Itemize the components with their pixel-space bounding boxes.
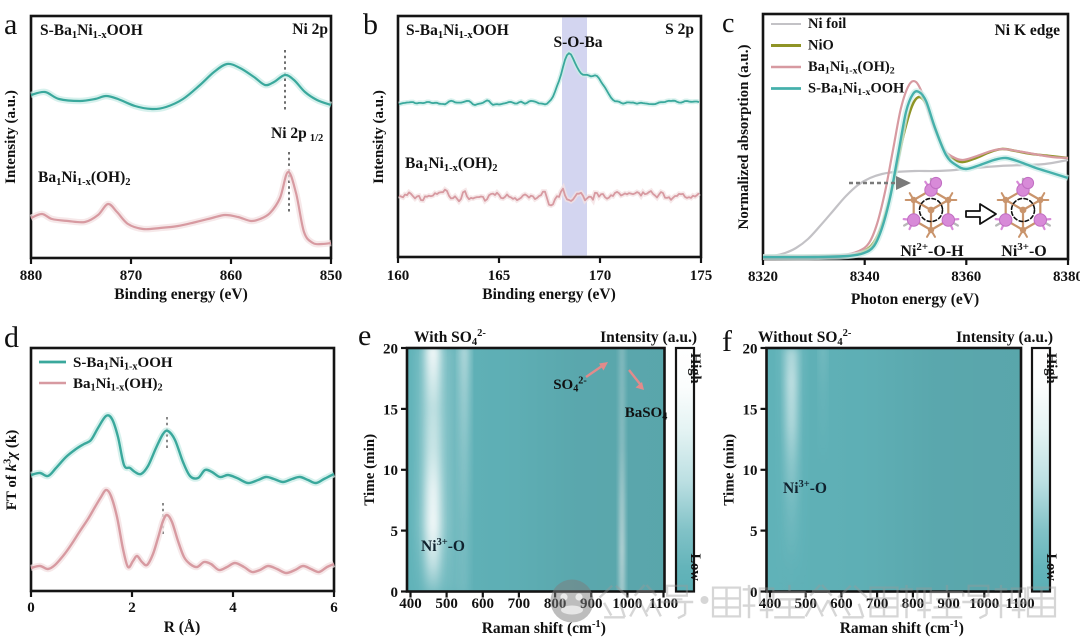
svg-text:Low: Low	[687, 554, 703, 582]
svg-text:175: 175	[690, 268, 713, 284]
svg-text:170: 170	[589, 268, 612, 284]
svg-text:1100: 1100	[1005, 596, 1034, 612]
svg-text:700: 700	[866, 596, 889, 612]
svg-text:S 2p: S 2p	[665, 21, 694, 38]
svg-text:Ni3+​-O: Ni3+​-O	[421, 537, 465, 555]
svg-text:600: 600	[830, 596, 853, 612]
svg-text:Intensity (a.u.): Intensity (a.u.)	[3, 90, 19, 184]
svg-text:With SO4​2-​: With SO4​2-​	[414, 328, 486, 348]
svg-text:S-Ba1​Ni1-x​OOH: S-Ba1​Ni1-x​OOH	[808, 81, 905, 99]
svg-text:NiO: NiO	[808, 38, 834, 54]
svg-text:2: 2	[128, 600, 136, 616]
svg-text:Ni foil: Ni foil	[808, 16, 846, 32]
svg-text:Without SO4​2-​: Without SO4​2-​	[758, 328, 852, 348]
svg-text:Binding energy (eV): Binding energy (eV)	[114, 286, 247, 303]
svg-text:6: 6	[330, 600, 338, 616]
svg-text:880: 880	[20, 268, 43, 284]
svg-text:Time (min): Time (min)	[362, 434, 378, 506]
svg-text:8340: 8340	[850, 269, 880, 285]
svg-text:8360: 8360	[951, 269, 981, 285]
svg-text:Ba1​Ni1-x​(OH)2​: Ba1​Ni1-x​(OH)2​	[38, 169, 131, 188]
svg-text:500: 500	[794, 596, 817, 612]
svg-text:Time (min): Time (min)	[722, 434, 738, 506]
svg-text:S-Ba1​Ni1-x​OOH: S-Ba1​Ni1-x​OOH	[73, 355, 173, 373]
svg-text:High: High	[1043, 353, 1059, 384]
svg-text:500: 500	[435, 596, 458, 612]
svg-text:Intensity (a.u.): Intensity (a.u.)	[600, 329, 697, 346]
svg-text:Ni 2p 1/2​: Ni 2p 1/2​	[271, 125, 323, 144]
svg-text:4: 4	[229, 600, 237, 616]
svg-text:1000: 1000	[969, 596, 999, 612]
svg-text:Ni3+​-O: Ni3+​-O	[783, 479, 827, 497]
svg-text:Ni 2p: Ni 2p	[292, 21, 328, 38]
svg-text:Ba1​Ni1-x​(OH)2​: Ba1​Ni1-x​(OH)2​	[73, 376, 163, 394]
svg-text:165: 165	[488, 268, 511, 284]
svg-text:a: a	[4, 8, 17, 41]
svg-text:0: 0	[750, 585, 758, 601]
svg-text:700: 700	[508, 596, 531, 612]
svg-text:400: 400	[759, 596, 782, 612]
svg-text:10: 10	[743, 463, 758, 479]
svg-text:Normalized absorption (a.u.): Normalized absorption (a.u.)	[736, 45, 752, 230]
svg-text:Intensity (a.u.): Intensity (a.u.)	[371, 90, 387, 184]
svg-text:Ni3+​-O: Ni3+​-O	[1001, 241, 1046, 260]
svg-text:20: 20	[383, 342, 398, 358]
svg-text:Photon energy (eV): Photon energy (eV)	[851, 291, 979, 308]
svg-text:5: 5	[750, 524, 758, 540]
svg-text:1000: 1000	[612, 596, 642, 612]
svg-text:High: High	[687, 353, 703, 384]
svg-text:10: 10	[383, 463, 398, 479]
svg-text:160: 160	[387, 268, 410, 284]
svg-text:0: 0	[391, 585, 399, 601]
svg-text:R (Å): R (Å)	[164, 619, 201, 636]
svg-text:Binding energy (eV): Binding energy (eV)	[482, 286, 615, 303]
svg-text:Ni K edge: Ni K edge	[995, 22, 1061, 39]
svg-text:Ba1​Ni1-x​(OH)2​: Ba1​Ni1-x​(OH)2​	[405, 155, 498, 174]
svg-text:15: 15	[743, 402, 758, 418]
svg-text:900: 900	[937, 596, 960, 612]
svg-text:c: c	[722, 8, 734, 39]
svg-text:400: 400	[399, 596, 422, 612]
svg-text:870: 870	[120, 268, 143, 284]
svg-text:Raman shift (cm-1​): Raman shift (cm-1​)	[482, 619, 606, 637]
svg-text:0: 0	[27, 600, 35, 616]
svg-text:15: 15	[383, 402, 398, 418]
svg-text:20: 20	[743, 342, 758, 358]
svg-text:1100: 1100	[649, 596, 678, 612]
svg-text:8380: 8380	[1053, 269, 1080, 285]
svg-text:8320: 8320	[748, 269, 778, 285]
svg-text:b: b	[363, 8, 378, 41]
svg-text:d: d	[4, 321, 19, 354]
svg-text:5: 5	[391, 524, 399, 540]
svg-text:e: e	[358, 319, 371, 352]
svg-text:Low: Low	[1043, 554, 1059, 582]
svg-text:860: 860	[220, 268, 243, 284]
svg-text:600: 600	[472, 596, 495, 612]
svg-text:S-O-Ba: S-O-Ba	[553, 34, 602, 51]
svg-text:S-Ba1​Ni1-x​OOH: S-Ba1​Ni1-x​OOH	[40, 22, 143, 41]
svg-text:Raman shift (cm-1​): Raman shift (cm-1​)	[840, 619, 964, 637]
svg-text:S-Ba1​Ni1-x​OOH: S-Ba1​Ni1-x​OOH	[406, 22, 509, 41]
svg-text:FT of k3​χ (k): FT of k3​χ (k)	[2, 430, 20, 511]
svg-text:f: f	[722, 325, 732, 358]
svg-text:800: 800	[902, 596, 925, 612]
svg-text:Intensity (a.u.): Intensity (a.u.)	[956, 329, 1053, 346]
svg-text:850: 850	[320, 268, 343, 284]
svg-text:Ba1​Ni1-x​(OH)2​: Ba1​Ni1-x​(OH)2​	[808, 59, 895, 77]
svg-text:Ni2+​-O-H: Ni2+​-O-H	[900, 241, 964, 260]
svg-text:BaSO4​: BaSO4​	[625, 405, 668, 423]
